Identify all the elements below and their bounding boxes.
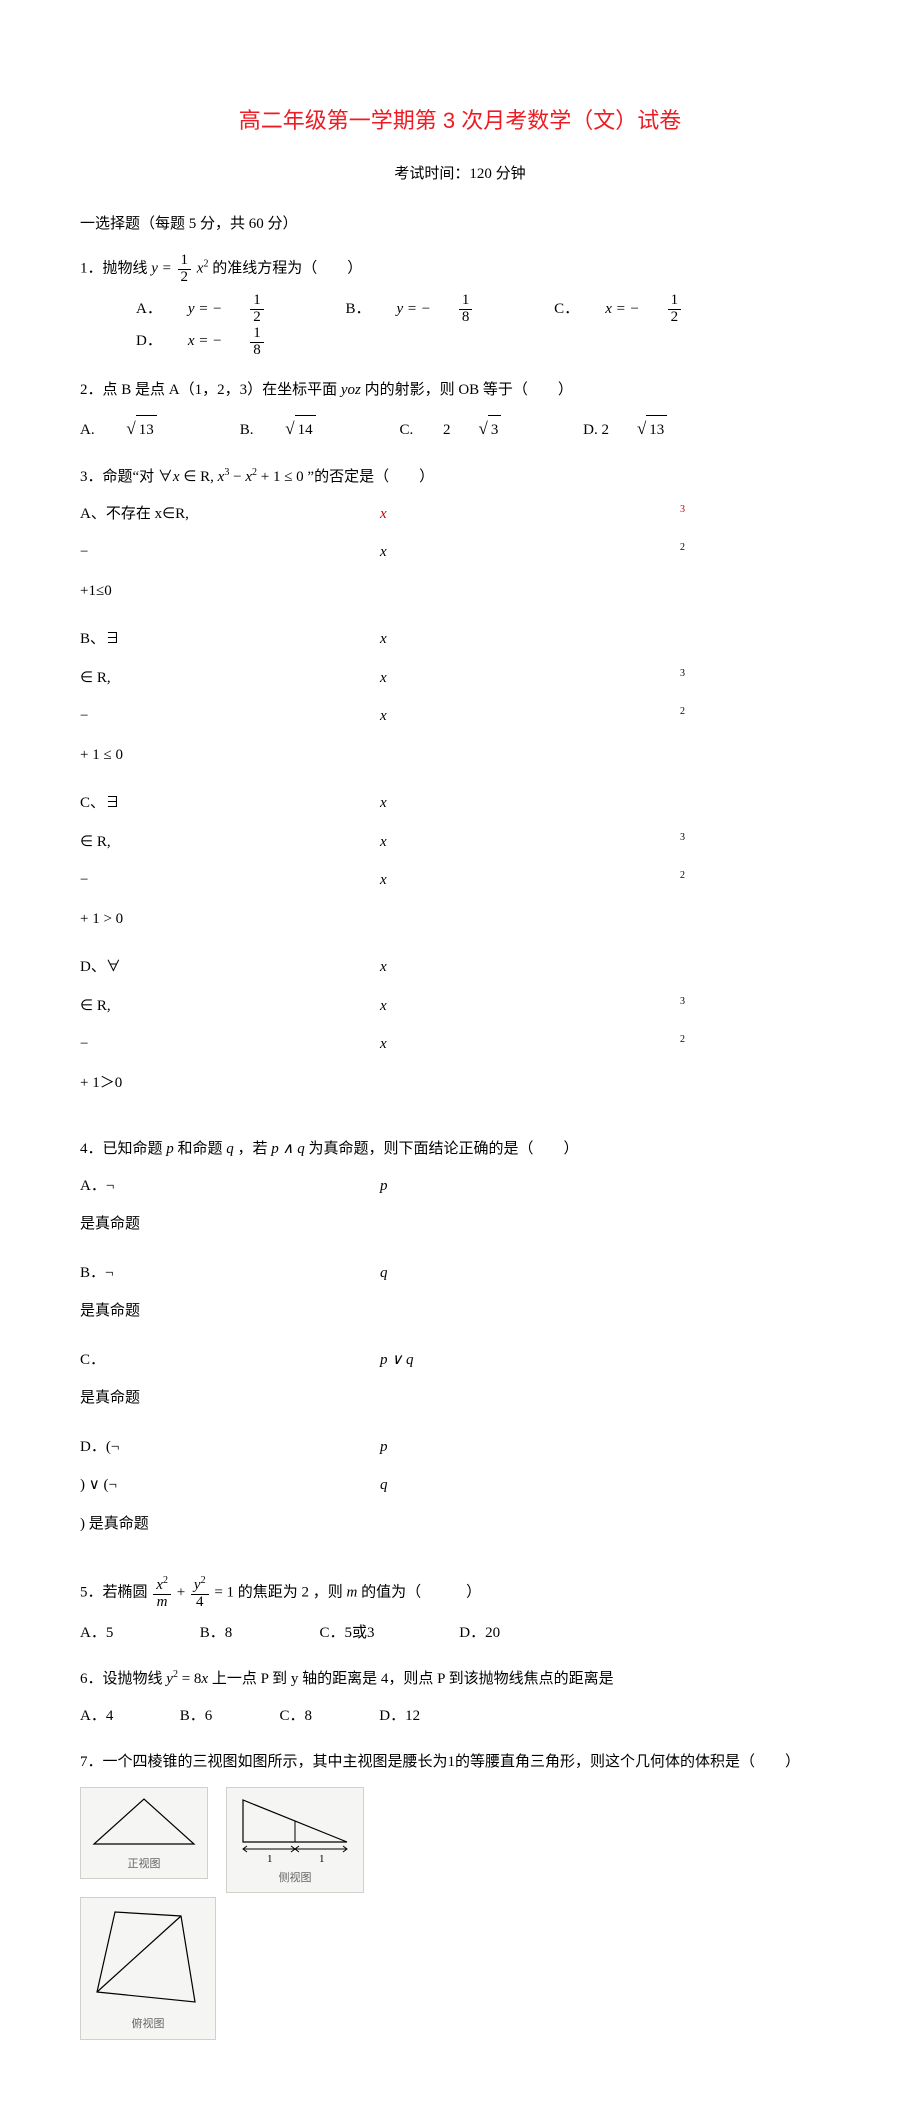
q2-opt-d: D. 213 xyxy=(583,413,719,445)
question-6: 6．设抛物线 y2 = 8x 上一点 P 到 y 轴的距离是 4，则点 P 到该… xyxy=(80,1665,840,1730)
question-7: 7．一个四棱锥的三视图如图所示，其中主视图是腰长为1的等腰直角三角形，则这个几何… xyxy=(80,1748,840,2040)
q2-opt-a: A. 13 xyxy=(80,413,210,445)
q5-frac-y: y24 xyxy=(191,1576,209,1611)
q7-stem: 7．一个四棱锥的三视图如图所示，其中主视图是腰长为1的等腰直角三角形，则这个几何… xyxy=(80,1748,840,1777)
q2-yoz: yoz xyxy=(341,382,361,398)
q1-sup: 2 xyxy=(203,258,208,269)
front-view-figure: 正视图 xyxy=(80,1787,208,1880)
q4-opt-c: C．p ∨ q 是真命题 xyxy=(80,1346,840,1423)
q1-opt-d: D．x = −18 xyxy=(136,326,316,359)
question-2: 2．点 B 是点 A（1，2，3）在坐标平面 yoz 内的射影，则 OB 等于（… xyxy=(80,376,840,445)
q3-opt-c: C、∃x ∈ R, x3 − x2 + 1 > 0 xyxy=(80,789,840,943)
q2-opt-b: B. 14 xyxy=(240,413,370,445)
top-view-figure: 俯视图 xyxy=(80,1897,216,2040)
side-view-label: 侧视图 xyxy=(235,1868,355,1889)
q1-frac: 12 xyxy=(178,253,192,286)
q2-stem: 2．点 B 是点 A（1，2，3）在坐标平面 xyxy=(80,382,341,398)
q3-opt-d: D、∀x ∈ R, x3 − x2 + 1＞0 xyxy=(80,953,840,1107)
q1-stem-b: 的准线方程为（ ） xyxy=(212,260,362,276)
top-view-label: 俯视图 xyxy=(89,2014,207,2035)
q1-options: A．y = −12 B．y = −18 C．x = −12 D．x = −18 xyxy=(136,293,840,358)
q6-options: A．4 B．6 C．8 D．12 xyxy=(80,1702,840,1731)
q3-opt-a: A、不存在 x∈R, x3−x2+1≤0 xyxy=(80,500,840,616)
q5-opt-c: C．5或3 xyxy=(320,1619,430,1648)
question-1: 1．抛物线 y = 12 x2 的准线方程为（ ） A．y = −12 B．y … xyxy=(80,253,840,359)
q5-opt-a: A．5 xyxy=(80,1619,170,1648)
q2-options: A. 13 B. 14 C. 23 D. 213 xyxy=(80,413,840,445)
q2-stem2: 内的射影，则 OB 等于（ ） xyxy=(361,382,573,398)
q4-opt-b: B．¬q 是真命题 xyxy=(80,1259,840,1336)
q2-opt-c: C. 23 xyxy=(400,413,554,445)
front-view-label: 正视图 xyxy=(89,1854,199,1875)
question-4: 4．已知命题 p 和命题 q ，若 p ∧ q 为真命题，则下面结论正确的是（ … xyxy=(80,1135,840,1558)
q1-eq-lhs: y = xyxy=(151,260,172,276)
q4-opt-a: A．¬p 是真命题 xyxy=(80,1172,840,1249)
dim-1a: 1 xyxy=(267,1853,273,1865)
exam-title: 高二年级第一学期第 3 次月考数学（文）试卷 xyxy=(80,100,840,142)
question-3: 3．命题“对 ∀x ∈ R, x3 − x2 + 1 ≤ 0 ”的否定是（ ） … xyxy=(80,463,840,1117)
q5-opt-b: B．8 xyxy=(200,1619,290,1648)
section-1-heading: 一选择题（每题 5 分，共 60 分） xyxy=(80,210,840,239)
dim-1b: 1 xyxy=(319,1853,325,1865)
q5-frac-x: x2m xyxy=(153,1576,171,1611)
q1-opt-a: A．y = −12 xyxy=(136,293,316,326)
q6-opt-a: A．4 xyxy=(80,1702,150,1731)
q4-options: A．¬p 是真命题 B．¬q 是真命题 C．p ∨ q 是真命题 D．(¬p) … xyxy=(80,1172,840,1559)
q6-opt-b: B．6 xyxy=(180,1702,250,1731)
q5-opt-d: D．20 xyxy=(459,1619,500,1648)
q3-options: A、不存在 x∈R, x3−x2+1≤0 B、∃x ∈ R, x3 − x2 +… xyxy=(80,500,840,1118)
exam-subtitle: 考试时间：120 分钟 xyxy=(80,160,840,189)
question-5: 5．若椭圆 x2m + y24 = 1 的焦距为 2 ，则 m 的值为（ ） A… xyxy=(80,1576,840,1647)
q1-opt-c: C．x = −12 xyxy=(554,293,733,326)
q5-options: A．5 B．8 C．5或3 D．20 xyxy=(80,1619,840,1648)
q3-opt-b: B、∃x ∈ R, x3 − x2 + 1 ≤ 0 xyxy=(80,625,840,779)
q1-stem-a: 1．抛物线 xyxy=(80,260,151,276)
q6-opt-c: C．8 xyxy=(280,1702,350,1731)
q1-opt-b: B．y = −18 xyxy=(346,293,525,326)
q6-opt-d: D．12 xyxy=(379,1702,420,1731)
q4-opt-d: D．(¬p) ∨ (¬q) 是真命题 xyxy=(80,1433,840,1549)
side-view-figure: 1 1 侧视图 xyxy=(226,1787,364,1894)
